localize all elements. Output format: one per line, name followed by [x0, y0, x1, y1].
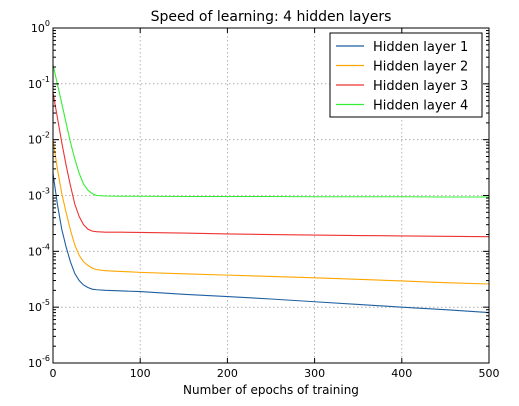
- x-tick-label: 0: [50, 367, 57, 380]
- legend-label-4: Hidden layer 4: [373, 99, 468, 114]
- y-tick-label: 10-1: [28, 75, 50, 91]
- x-tick-label: 400: [391, 367, 412, 380]
- y-tick-label: 10-3: [28, 187, 50, 203]
- y-tick-label: 10-5: [28, 298, 50, 314]
- y-tick-label: 100: [31, 19, 50, 35]
- series-line-2: [52, 139, 490, 285]
- series-line-1: [52, 173, 490, 314]
- x-axis-label: Number of epochs of training: [183, 383, 359, 397]
- y-tick-label: 10-4: [28, 242, 50, 258]
- x-tick-label: 100: [130, 367, 151, 380]
- legend-box: [329, 32, 483, 118]
- series-lines: [52, 64, 490, 314]
- legend: Hidden layer 1 Hidden layer 2 Hidden layer…: [329, 32, 483, 118]
- y-tick-label: 10-6: [28, 354, 50, 370]
- x-tick-label: 300: [304, 367, 325, 380]
- axis-ticks: 0 100 200 300 400 500 100 10-1 10-2 10-3 10-4 10-5 1…: [28, 19, 499, 380]
- series-line-3: [52, 92, 490, 238]
- legend-label-1: Hidden layer 1: [373, 40, 468, 55]
- x-tick-label: 500: [479, 367, 500, 380]
- y-tick-label: 10-2: [28, 131, 50, 147]
- chart-title: Speed of learning: 4 hidden layers: [151, 9, 392, 25]
- legend-label-2: Hidden layer 2: [373, 60, 468, 75]
- grid: [53, 28, 489, 363]
- legend-label-3: Hidden layer 3: [373, 79, 468, 94]
- x-tick-label: 200: [217, 367, 238, 380]
- series-line-4: [52, 64, 489, 198]
